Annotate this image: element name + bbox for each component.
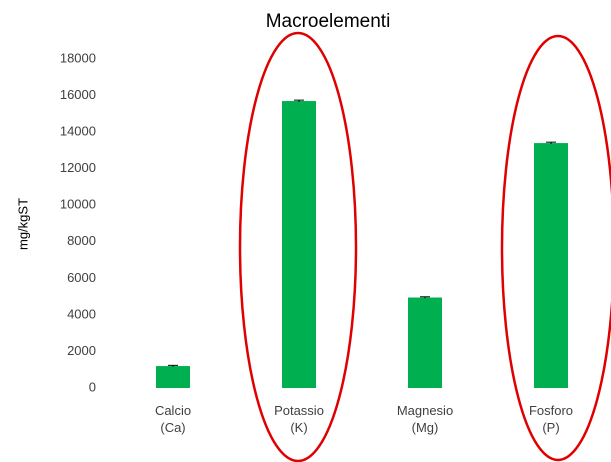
y-tick-label: 6000 bbox=[67, 270, 96, 285]
y-tick-label: 18000 bbox=[60, 50, 96, 65]
x-tick-label: Magnesio (Mg) bbox=[396, 403, 454, 435]
y-axis-label: mg/kgST bbox=[15, 198, 30, 250]
y-tick-label: 0 bbox=[89, 379, 96, 394]
x-tick-label: Fosforo (P) bbox=[528, 403, 574, 435]
bar bbox=[156, 366, 190, 388]
x-tick-label: Calcio (Ca) bbox=[154, 403, 192, 435]
y-tick-label: 10000 bbox=[60, 197, 96, 212]
y-tick-label: 4000 bbox=[67, 306, 96, 321]
y-tick-label: 8000 bbox=[67, 233, 96, 248]
bar bbox=[282, 101, 316, 389]
x-tick-label: Potassio (K) bbox=[274, 403, 324, 435]
y-tick-label: 14000 bbox=[60, 124, 96, 139]
bar bbox=[408, 297, 442, 388]
y-tick-label: 12000 bbox=[60, 160, 96, 175]
highlight-ellipse bbox=[238, 31, 358, 462]
highlight-ellipse bbox=[500, 34, 611, 462]
y-tick-label: 16000 bbox=[60, 87, 96, 102]
y-tick-label: 2000 bbox=[67, 343, 96, 358]
chart-title: Macroelementi bbox=[266, 11, 391, 32]
bar bbox=[534, 143, 568, 388]
